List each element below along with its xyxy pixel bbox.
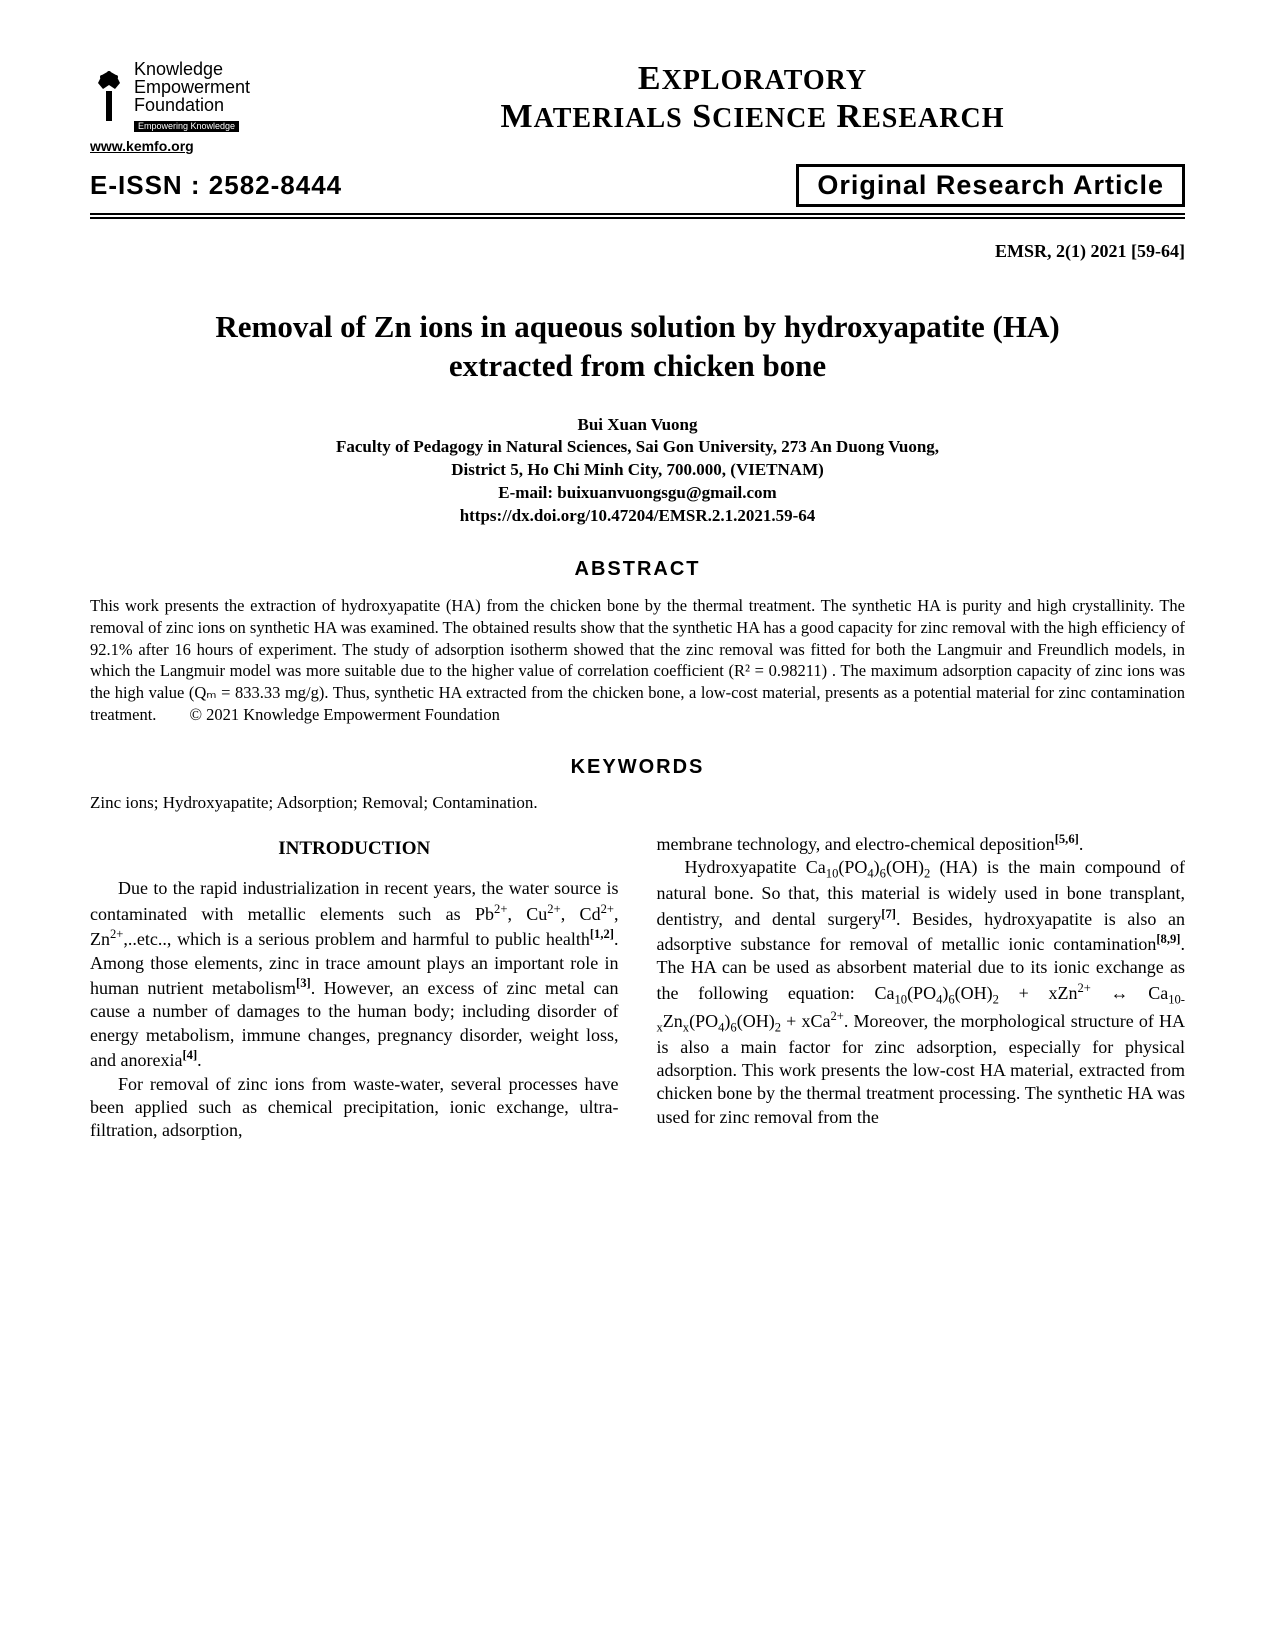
ref: [5,6] <box>1055 832 1079 846</box>
t: + xCa <box>781 1011 830 1031</box>
jt-cap: E <box>638 60 662 97</box>
left-column: INTRODUCTION Due to the rapid industrial… <box>90 831 619 1143</box>
logo-block: Knowledge Empowerment Foundation Empower… <box>90 60 290 154</box>
header: Knowledge Empowerment Foundation Empower… <box>90 60 1185 154</box>
jt-rest: XPLORATORY <box>662 65 868 96</box>
keywords-body: Zinc ions; Hydroxyapatite; Adsorption; R… <box>90 793 1185 813</box>
t: , Cu <box>507 904 547 924</box>
t: ,..etc.., which is a serious problem and… <box>123 929 589 949</box>
t: (OH) <box>955 983 993 1003</box>
jt-rest: ATERIALS <box>534 103 683 134</box>
t: Hydroxyapatite Ca <box>685 857 826 877</box>
right-para-1: membrane technology, and electro-chemica… <box>657 831 1186 856</box>
logo-line1: Knowledge <box>134 60 250 78</box>
logo-line2: Empowerment <box>134 78 250 96</box>
jt-cap: S <box>692 98 712 135</box>
title-line2: extracted from chicken bone <box>90 347 1185 386</box>
abstract-heading: ABSTRACT <box>90 558 1185 581</box>
logo-text: Knowledge Empowerment Foundation Empower… <box>134 60 250 132</box>
citation: EMSR, 2(1) 2021 [59-64] <box>90 241 1185 262</box>
journal-title-line2: MATERIALS SCIENCE RESEARCH <box>320 98 1185 136</box>
affiliation-line1: Faculty of Pedagogy in Natural Sciences,… <box>90 436 1185 459</box>
doi-link: https://dx.doi.org/10.47204/EMSR.2.1.202… <box>90 505 1185 528</box>
eissn-label: E-ISSN : 2582-8444 <box>90 170 342 201</box>
t: (OH) <box>737 1011 775 1031</box>
intro-para-1: Due to the rapid industrialization in re… <box>90 877 619 1072</box>
t: + xZn <box>999 983 1077 1003</box>
t: . <box>1079 834 1084 854</box>
t: ↔ Ca <box>1091 983 1168 1003</box>
ref: [4] <box>182 1048 197 1062</box>
logo-url: www.kemfo.org <box>90 138 290 154</box>
logo-line3: Foundation <box>134 96 250 114</box>
ref: [3] <box>296 976 311 990</box>
author-block: Bui Xuan Vuong Faculty of Pedagogy in Na… <box>90 414 1185 529</box>
ref: [7] <box>881 907 896 921</box>
jt-rest: CIENCE <box>712 103 827 134</box>
jt-rest: ESEARCH <box>862 103 1004 134</box>
abstract-body: This work presents the extraction of hyd… <box>90 595 1185 726</box>
author-email: E-mail: buixuanvuongsgu@gmail.com <box>90 482 1185 505</box>
t: . <box>197 1050 202 1070</box>
ref: [1,2] <box>590 927 614 941</box>
paper-title: Removal of Zn ions in aqueous solution b… <box>90 308 1185 386</box>
double-rule <box>90 213 1185 219</box>
t: membrane technology, and electro-chemica… <box>657 834 1055 854</box>
t: (PO <box>907 983 936 1003</box>
right-column: membrane technology, and electro-chemica… <box>657 831 1186 1143</box>
journal-title: EXPLORATORY MATERIALS SCIENCE RESEARCH <box>320 60 1185 136</box>
logo-tagline: Empowering Knowledge <box>134 121 239 132</box>
t: (PO <box>689 1011 718 1031</box>
t: (PO <box>838 857 867 877</box>
t: (OH) <box>886 857 924 877</box>
logo: Knowledge Empowerment Foundation Empower… <box>90 60 290 132</box>
eissn-row: E-ISSN : 2582-8444 Original Research Art… <box>90 164 1185 207</box>
foundation-logo-icon <box>90 71 128 121</box>
body-columns: INTRODUCTION Due to the rapid industrial… <box>90 831 1185 1143</box>
ref: [8,9] <box>1156 932 1180 946</box>
article-type: Original Research Article <box>796 164 1185 207</box>
title-line1: Removal of Zn ions in aqueous solution b… <box>90 308 1185 347</box>
intro-para-2: For removal of zinc ions from waste-wate… <box>90 1073 619 1143</box>
t: Zn <box>663 1011 683 1031</box>
journal-title-line1: EXPLORATORY <box>320 60 1185 98</box>
author-name: Bui Xuan Vuong <box>90 414 1185 437</box>
affiliation-line2: District 5, Ho Chi Minh City, 700.000, (… <box>90 459 1185 482</box>
jt-cap: R <box>837 98 863 135</box>
keywords-heading: KEYWORDS <box>90 756 1185 779</box>
jt-cap: M <box>501 98 534 135</box>
copyright-line: © 2021 Knowledge Empowerment Foundation <box>189 705 499 724</box>
t: , Cd <box>561 904 601 924</box>
right-para-2: Hydroxyapatite Ca10(PO4)6(OH)2 (HA) is t… <box>657 856 1186 1129</box>
introduction-heading: INTRODUCTION <box>90 837 619 862</box>
